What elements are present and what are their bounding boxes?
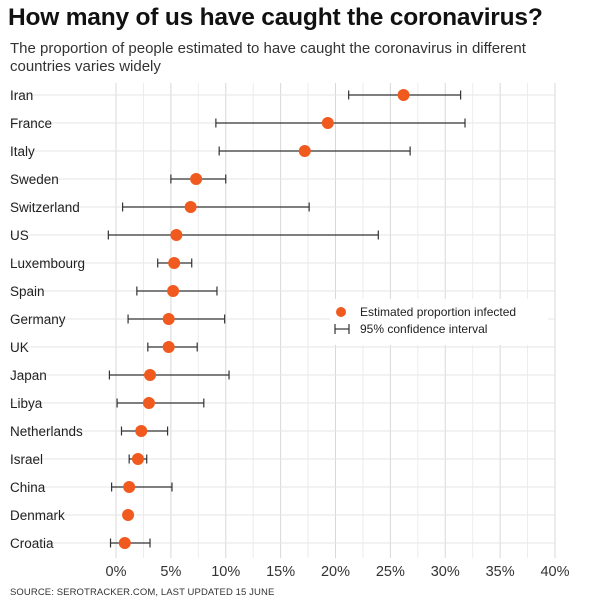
x-tick-label: 20% (321, 564, 350, 580)
x-tick-label: 0% (106, 564, 127, 580)
estimate-point (167, 285, 180, 297)
category-label: Libya (10, 396, 43, 411)
estimate-point (162, 313, 175, 325)
estimate-point (118, 537, 131, 549)
estimate-points (118, 89, 410, 549)
category-labels: Iran France Italy Sweden Switzerland US Luxemb… (10, 88, 85, 551)
category-label: Israel (10, 452, 43, 467)
x-tick-label: 40% (540, 564, 569, 580)
estimate-point (123, 481, 136, 493)
x-tick-label: 30% (431, 564, 460, 580)
x-tick-label: 5% (160, 564, 181, 580)
estimate-point (298, 145, 311, 157)
source-note: SOURCE: SEROTRACKER.COM, LAST UPDATED 15… (10, 587, 275, 598)
category-label: France (10, 116, 52, 131)
category-label: US (10, 228, 29, 243)
estimate-point (144, 369, 157, 381)
category-label: China (10, 480, 46, 495)
category-label: Denmark (10, 508, 65, 523)
estimate-point (184, 201, 197, 213)
category-label: Luxembourg (10, 256, 85, 271)
category-label: Sweden (10, 172, 59, 187)
legend-label-estimate: Estimated proportion infected (360, 305, 516, 319)
chart-subtitle: The proportion of people estimated to ha… (10, 40, 526, 75)
category-label: Iran (10, 88, 33, 103)
x-tick-label: 15% (266, 564, 295, 580)
category-label: Croatia (10, 536, 54, 551)
x-tick-label: 25% (376, 564, 405, 580)
x-tick-label: 10% (211, 564, 240, 580)
category-label: Italy (10, 144, 35, 159)
legend: Estimated proportion infected 95% confid… (330, 299, 548, 345)
category-label: Germany (10, 312, 66, 327)
confidence-intervals (107, 90, 466, 548)
estimate-point (162, 341, 175, 353)
estimate-point (168, 257, 181, 269)
estimate-point (190, 173, 203, 185)
chart-title: How many of us have caught the coronavir… (8, 4, 543, 31)
category-label: UK (10, 340, 29, 355)
legend-background (330, 299, 548, 345)
estimate-point (170, 229, 183, 241)
category-label: Spain (10, 284, 45, 299)
category-label: Netherlands (10, 424, 83, 439)
estimate-point (135, 425, 148, 437)
estimate-point (131, 453, 144, 465)
estimate-point (321, 117, 334, 129)
category-label: Switzerland (10, 200, 80, 215)
x-tick-label: 35% (486, 564, 515, 580)
estimate-point (122, 509, 135, 521)
x-axis-ticks: 0% 5% 10% 15% 20% 25% 30% 35% 40% (106, 564, 570, 580)
estimate-point (142, 397, 155, 409)
estimate-point (397, 89, 410, 101)
legend-label-interval: 95% confidence interval (360, 322, 487, 336)
category-label: Japan (10, 368, 47, 383)
legend-point-marker (336, 307, 346, 317)
